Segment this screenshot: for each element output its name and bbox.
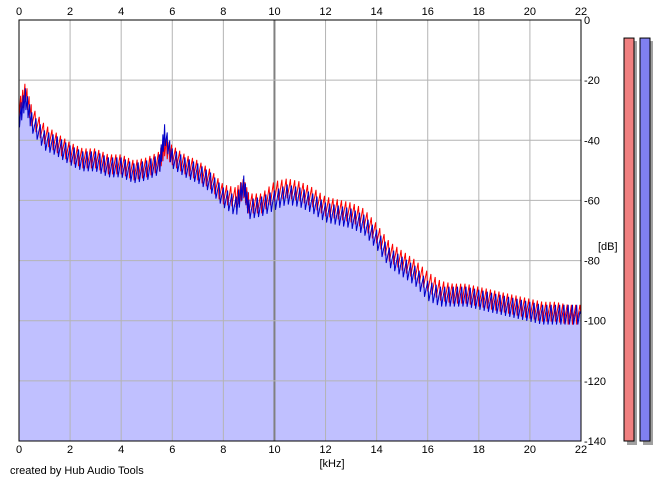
spectrum-area — [19, 98, 581, 441]
y-tick-label: -120 — [584, 376, 606, 388]
x-tick-label-top: 8 — [220, 6, 226, 18]
x-tick-label-top: 10 — [268, 6, 280, 18]
series-layer — [18, 83, 582, 325]
x-tick-label-bottom: 4 — [118, 444, 124, 456]
x-tick-label-top: 16 — [422, 6, 434, 18]
x-tick-label-top: 4 — [118, 6, 124, 18]
x-tick-label-bottom: 20 — [524, 444, 536, 456]
x-tick-label-bottom: 8 — [220, 444, 226, 456]
level-meters — [623, 37, 653, 446]
x-tick-label-bottom: 12 — [319, 444, 331, 456]
y-axis-label: [dB] — [598, 241, 618, 253]
x-tick-label-bottom: 22 — [575, 444, 587, 456]
y-axis-right: 0 -20 -40 -60 -80 -100 -120 -140 — [584, 15, 606, 448]
x-tick-label-top: 6 — [169, 6, 175, 18]
x-tick-label-bottom: 0 — [16, 444, 22, 456]
y-tick-label: -40 — [584, 135, 600, 147]
axis-frame — [18, 19, 582, 442]
x-tick-label-top: 14 — [371, 6, 383, 18]
y-tick-label: -140 — [584, 436, 606, 448]
x-axis-bottom: 0 2 4 6 8 10 12 14 16 18 20 22 — [16, 444, 587, 456]
credit-text: created by Hub Audio Tools — [10, 465, 144, 477]
y-tick-label: -100 — [584, 316, 606, 328]
x-tick-label-top: 0 — [16, 6, 22, 18]
x-tick-label-top: 22 — [575, 6, 587, 18]
x-tick-label-top: 20 — [524, 6, 536, 18]
x-tick-label-bottom: 10 — [268, 444, 280, 456]
x-tick-label-bottom: 2 — [67, 444, 73, 456]
plot-area — [19, 20, 581, 441]
x-tick-label-bottom: 18 — [473, 444, 485, 456]
x-tick-label-bottom: 6 — [169, 444, 175, 456]
plot-frame — [18, 19, 582, 442]
x-tick-label-top: 12 — [319, 6, 331, 18]
meter-right — [639, 37, 651, 442]
x-axis-top: 0 2 4 6 8 10 12 14 16 18 20 22 — [16, 6, 587, 18]
x-tick-label-top: 2 — [67, 6, 73, 18]
x-tick-label-bottom: 16 — [422, 444, 434, 456]
x-tick-label-top: 18 — [473, 6, 485, 18]
meter-left — [623, 37, 635, 442]
y-tick-label: -20 — [584, 75, 600, 87]
x-axis-label: [kHz] — [319, 458, 344, 470]
y-tick-label: -60 — [584, 195, 600, 207]
x-tick-label-bottom: 14 — [371, 444, 383, 456]
y-tick-label: 0 — [584, 15, 590, 27]
y-tick-label: -80 — [584, 256, 600, 268]
series-line-left — [18, 83, 582, 325]
series-line-right — [18, 88, 582, 325]
